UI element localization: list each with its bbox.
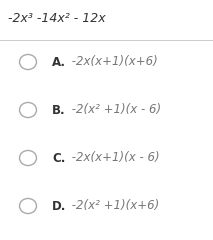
Text: -2(x² +1)(x - 6): -2(x² +1)(x - 6) <box>68 103 161 116</box>
Text: A.: A. <box>52 55 66 68</box>
Text: D.: D. <box>52 199 66 212</box>
Text: -2x³ -14x² - 12x: -2x³ -14x² - 12x <box>8 12 106 25</box>
Text: -2x(x+1)(x - 6): -2x(x+1)(x - 6) <box>68 151 160 164</box>
Text: B.: B. <box>52 103 66 116</box>
Text: -2x(x+1)(x+6): -2x(x+1)(x+6) <box>68 55 158 68</box>
Text: C.: C. <box>52 151 65 164</box>
Text: -2(x² +1)(x+6): -2(x² +1)(x+6) <box>68 199 159 212</box>
